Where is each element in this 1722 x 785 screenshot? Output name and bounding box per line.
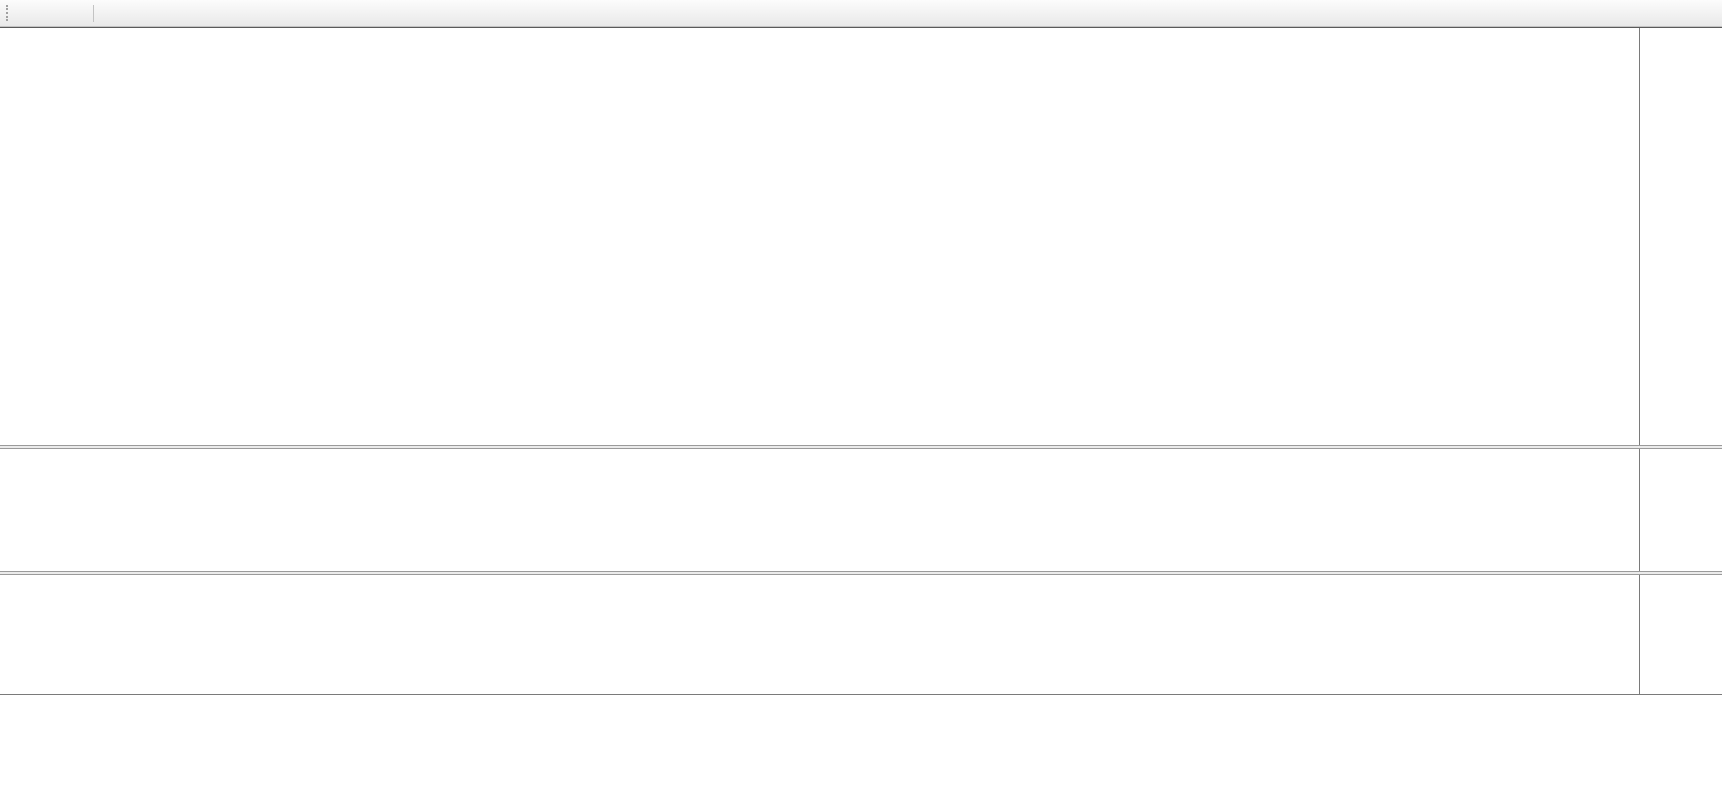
macd-axis[interactable]	[1639, 449, 1722, 571]
pane-splitter[interactable]	[0, 571, 1722, 575]
price-axis[interactable]	[1639, 28, 1722, 445]
macd-label	[7, 454, 19, 465]
macd-canvas[interactable]	[0, 449, 1638, 571]
workspace-empty-area	[0, 713, 1722, 785]
rsi-axis[interactable]	[1639, 575, 1722, 694]
rsi-canvas[interactable]	[0, 575, 1638, 694]
macd-pane[interactable]	[0, 449, 1722, 571]
main-chart-canvas[interactable]	[0, 28, 1638, 445]
text-tool-button[interactable]	[18, 3, 41, 24]
pane-splitter[interactable]	[0, 445, 1722, 449]
toolbar	[0, 0, 1722, 27]
chart-window	[0, 27, 1722, 713]
toolbar-separator	[93, 4, 94, 22]
main-chart-pane[interactable]	[0, 28, 1722, 445]
rsi-pane[interactable]	[0, 575, 1722, 694]
rsi-label	[7, 580, 13, 591]
shape-tool-button[interactable]	[41, 3, 64, 24]
objects-dropdown-button[interactable]	[64, 3, 87, 24]
time-axis[interactable]	[0, 694, 1722, 713]
toolbar-grip[interactable]	[6, 5, 12, 21]
